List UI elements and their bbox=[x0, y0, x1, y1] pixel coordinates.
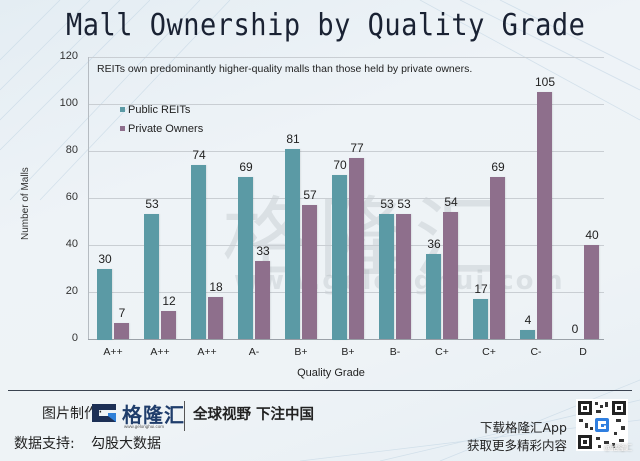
y-axis-label: Number of Malls bbox=[20, 167, 31, 240]
bar-value-label: 81 bbox=[286, 132, 300, 146]
bar-value-label: 105 bbox=[534, 75, 556, 89]
gelonghui-logo-icon bbox=[92, 404, 116, 422]
x-tick-label: D bbox=[579, 346, 587, 358]
bar-chart: 格隆汇 www.gelonghui.com Number of Malls RE… bbox=[20, 50, 604, 379]
bar-value-label: 12 bbox=[162, 294, 176, 308]
x-tick-label: C+ bbox=[482, 346, 496, 358]
bar-private-owners bbox=[349, 158, 364, 339]
bar-value-label: 57 bbox=[303, 188, 317, 202]
bar-public-reits bbox=[285, 149, 300, 339]
bar-public-reits bbox=[144, 214, 159, 339]
y-tick-label: 40 bbox=[65, 238, 78, 250]
bar-private-owners bbox=[537, 92, 552, 339]
bar-value-label: 30 bbox=[98, 252, 112, 266]
bar-value-label: 54 bbox=[444, 195, 458, 209]
bar-public-reits bbox=[379, 214, 394, 339]
bar-value-label: 53 bbox=[145, 197, 159, 211]
bar-private-owners bbox=[443, 212, 458, 339]
x-tick-label: B+ bbox=[294, 346, 308, 358]
y-tick-label: 60 bbox=[65, 191, 78, 203]
bar-value-label: 40 bbox=[585, 228, 599, 242]
bar-value-label: 36 bbox=[427, 237, 441, 251]
x-tick-label: A- bbox=[248, 346, 260, 358]
bar-value-label: 74 bbox=[192, 148, 206, 162]
legend-swatch-public-reits bbox=[120, 107, 125, 112]
footer: 图片制作: 格隆汇 www.gelonghui.com 全球视野 下注中国 数据… bbox=[0, 391, 640, 461]
legend-item-public-reits: Public REITs bbox=[120, 100, 203, 119]
y-tick-label: 0 bbox=[71, 332, 78, 344]
bar-value-label: 70 bbox=[333, 158, 347, 172]
bar-private-owners bbox=[584, 245, 599, 339]
x-tick-label: B- bbox=[389, 346, 401, 358]
bar-private-owners bbox=[114, 323, 129, 339]
bar-private-owners bbox=[396, 214, 411, 339]
chart-annotation: REITs own predominantly higher-quality m… bbox=[97, 63, 473, 75]
bar-value-label: 53 bbox=[397, 197, 411, 211]
data-support-label: 数据支持: bbox=[14, 436, 75, 452]
bar-value-label: 77 bbox=[350, 141, 364, 155]
bar-value-label: 4 bbox=[524, 313, 532, 327]
download-app-text: 下载格隆汇App bbox=[480, 420, 567, 435]
bar-private-owners bbox=[208, 297, 223, 339]
x-tick-label: A++ bbox=[103, 346, 123, 358]
bar-private-owners bbox=[490, 177, 505, 339]
bar-public-reits bbox=[238, 177, 253, 339]
legend-swatch-private-owners bbox=[120, 126, 125, 131]
bar-value-label: 17 bbox=[474, 282, 488, 296]
bar-public-reits bbox=[473, 299, 488, 339]
y-tick-label: 20 bbox=[65, 285, 78, 297]
bar-public-reits bbox=[191, 165, 206, 339]
legend: Public REITs Private Owners bbox=[120, 100, 203, 138]
x-axis-label: Quality Grade bbox=[297, 367, 365, 379]
legend-item-private-owners: Private Owners bbox=[120, 119, 203, 138]
qr-code-icon[interactable] bbox=[576, 399, 628, 451]
bar-value-label: 69 bbox=[491, 160, 505, 174]
gridline bbox=[88, 151, 604, 152]
y-axis-line bbox=[88, 57, 89, 340]
logo-name: 格隆汇 bbox=[122, 403, 185, 427]
x-tick-label: C+ bbox=[435, 346, 449, 358]
y-tick-label: 80 bbox=[65, 144, 78, 156]
bar-value-label: 7 bbox=[118, 306, 126, 320]
bar-public-reits bbox=[520, 330, 535, 339]
bar-value-label: 0 bbox=[571, 322, 579, 336]
bar-public-reits bbox=[426, 254, 441, 339]
more-content-text: 获取更多精彩内容 bbox=[467, 438, 568, 453]
legend-label: Private Owners bbox=[128, 122, 204, 135]
bar-private-owners bbox=[255, 261, 270, 339]
bar-private-owners bbox=[161, 311, 176, 339]
made-by-label: 图片制作: bbox=[42, 406, 103, 422]
bar-value-label: 18 bbox=[209, 280, 223, 294]
x-tick-label: A++ bbox=[150, 346, 170, 358]
bar-value-label: 69 bbox=[239, 160, 253, 174]
footer-divider bbox=[8, 390, 632, 391]
legend-label: Public REITs bbox=[128, 103, 191, 116]
bar-public-reits bbox=[97, 269, 112, 340]
x-tick-label: A++ bbox=[197, 346, 217, 358]
bar-value-label: 33 bbox=[256, 244, 270, 258]
gridline bbox=[88, 104, 604, 105]
data-support-value: 勾股大数据 bbox=[91, 436, 161, 452]
y-tick-label: 120 bbox=[59, 50, 78, 62]
bar-value-label: 53 bbox=[380, 197, 394, 211]
y-tick-label: 100 bbox=[59, 97, 78, 109]
footer-separator bbox=[184, 401, 185, 431]
slogan: 全球视野 下注中国 bbox=[193, 407, 315, 423]
bar-public-reits bbox=[332, 175, 347, 340]
gridline bbox=[88, 57, 604, 58]
x-tick-label: C- bbox=[530, 346, 542, 358]
chart-title: Mall Ownership by Quality Grade bbox=[66, 8, 586, 43]
logo-url: www.gelonghui.com bbox=[124, 424, 165, 429]
bar-private-owners bbox=[302, 205, 317, 339]
x-tick-label: B+ bbox=[341, 346, 355, 358]
qr-credit: @格隆汇 bbox=[604, 445, 633, 452]
